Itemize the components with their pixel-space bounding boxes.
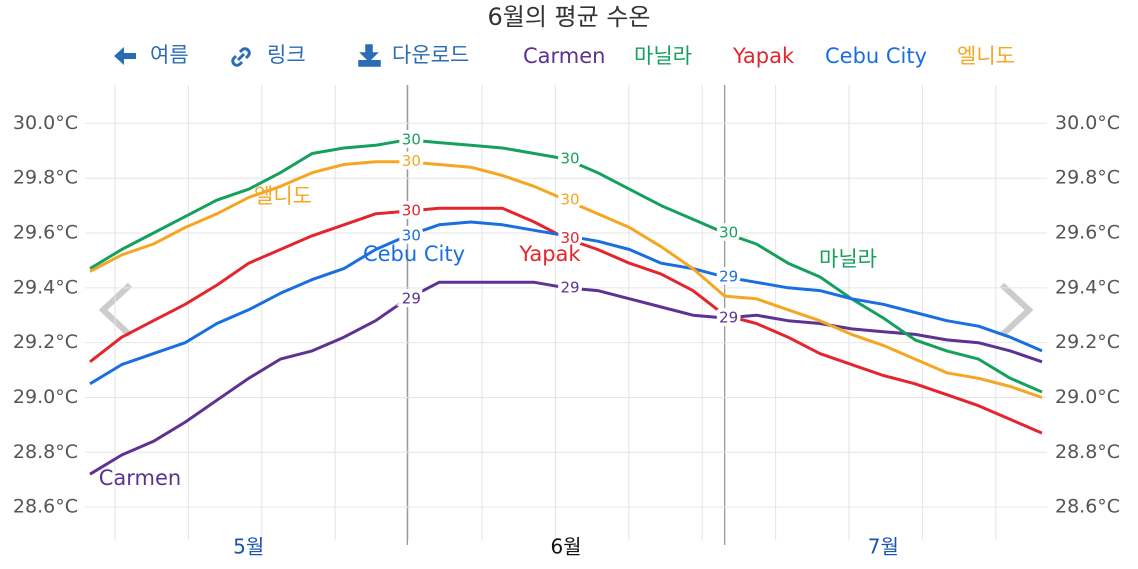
button-label[interactable]: 여름 [150,43,189,67]
value-label: 30 [402,202,421,220]
link-button[interactable]: 링크 [231,43,306,67]
toolbar: 여름 링크 다운로드 [114,43,469,67]
legend-entry[interactable]: 엘니도 [957,44,1015,68]
x-tick-label: 6월 [550,535,581,559]
series-annotation: Cebu City [363,242,465,266]
y-tick-label: 29.6°C [1055,222,1120,244]
arrow-icon [114,47,136,65]
legend-entry[interactable]: Cebu City [825,44,927,68]
link-icon [231,47,251,67]
series-line [89,138,1043,394]
value-label: 30 [402,226,421,244]
download-icon [358,44,381,67]
value-label: 30 [560,229,579,247]
prev-arrow[interactable] [98,282,133,338]
series-line [89,280,1043,476]
value-label: 30 [560,191,579,209]
value-label: 29 [719,267,738,285]
series-annotation: 마닐라 [819,247,877,271]
y-tick-label: 29.0°C [1055,386,1120,408]
x-tick-label: 7월 [868,535,899,559]
legend-entry[interactable]: Yapak [732,44,795,68]
series-line [89,206,1043,435]
y-tick-label: 30.0°C [1055,112,1120,134]
value-label: 29 [560,278,579,296]
value-label: 30 [719,224,738,242]
next-arrow[interactable] [999,282,1034,338]
value-label: 30 [560,150,579,168]
y-tick-label: 29.4°C [1055,276,1120,298]
value-label: 29 [719,308,738,326]
legend-entry[interactable]: Carmen [523,44,605,68]
download-button[interactable]: 다운로드 [358,43,469,67]
series-line [89,160,1043,399]
y-tick-label: 28.8°C [13,441,78,463]
y-tick-label: 28.6°C [1055,496,1120,518]
value-label: 29 [402,289,421,307]
x-tick-label: 5월 [233,535,264,559]
series-line [89,220,1043,386]
y-tick-label: 29.2°C [13,331,78,353]
value-label: 30 [402,152,421,170]
legend-entry[interactable]: 마닐라 [634,44,692,68]
y-tick-label: 29.2°C [1055,331,1120,353]
series-annotation: Yapak [518,242,581,266]
series-annotation: Carmen [99,466,181,490]
chart-title: 6월의 평균 수온 [487,3,650,31]
button-label[interactable]: 다운로드 [392,43,469,67]
summer-button[interactable]: 여름 [114,43,189,67]
grid [85,85,1047,545]
y-tick-label: 29.8°C [13,167,78,189]
y-tick-label: 29.4°C [13,276,78,298]
y-tick-label: 30.0°C [13,112,78,134]
y-tick-label: 28.8°C [1055,441,1120,463]
value-label: 30 [402,130,421,148]
y-tick-label: 29.0°C [13,386,78,408]
button-label[interactable]: 링크 [267,43,306,67]
y-tick-label: 28.6°C [13,496,78,518]
y-tick-label: 29.6°C [13,222,78,244]
y-tick-label: 29.8°C [1055,167,1120,189]
series-annotation: 엘니도 [254,184,312,208]
